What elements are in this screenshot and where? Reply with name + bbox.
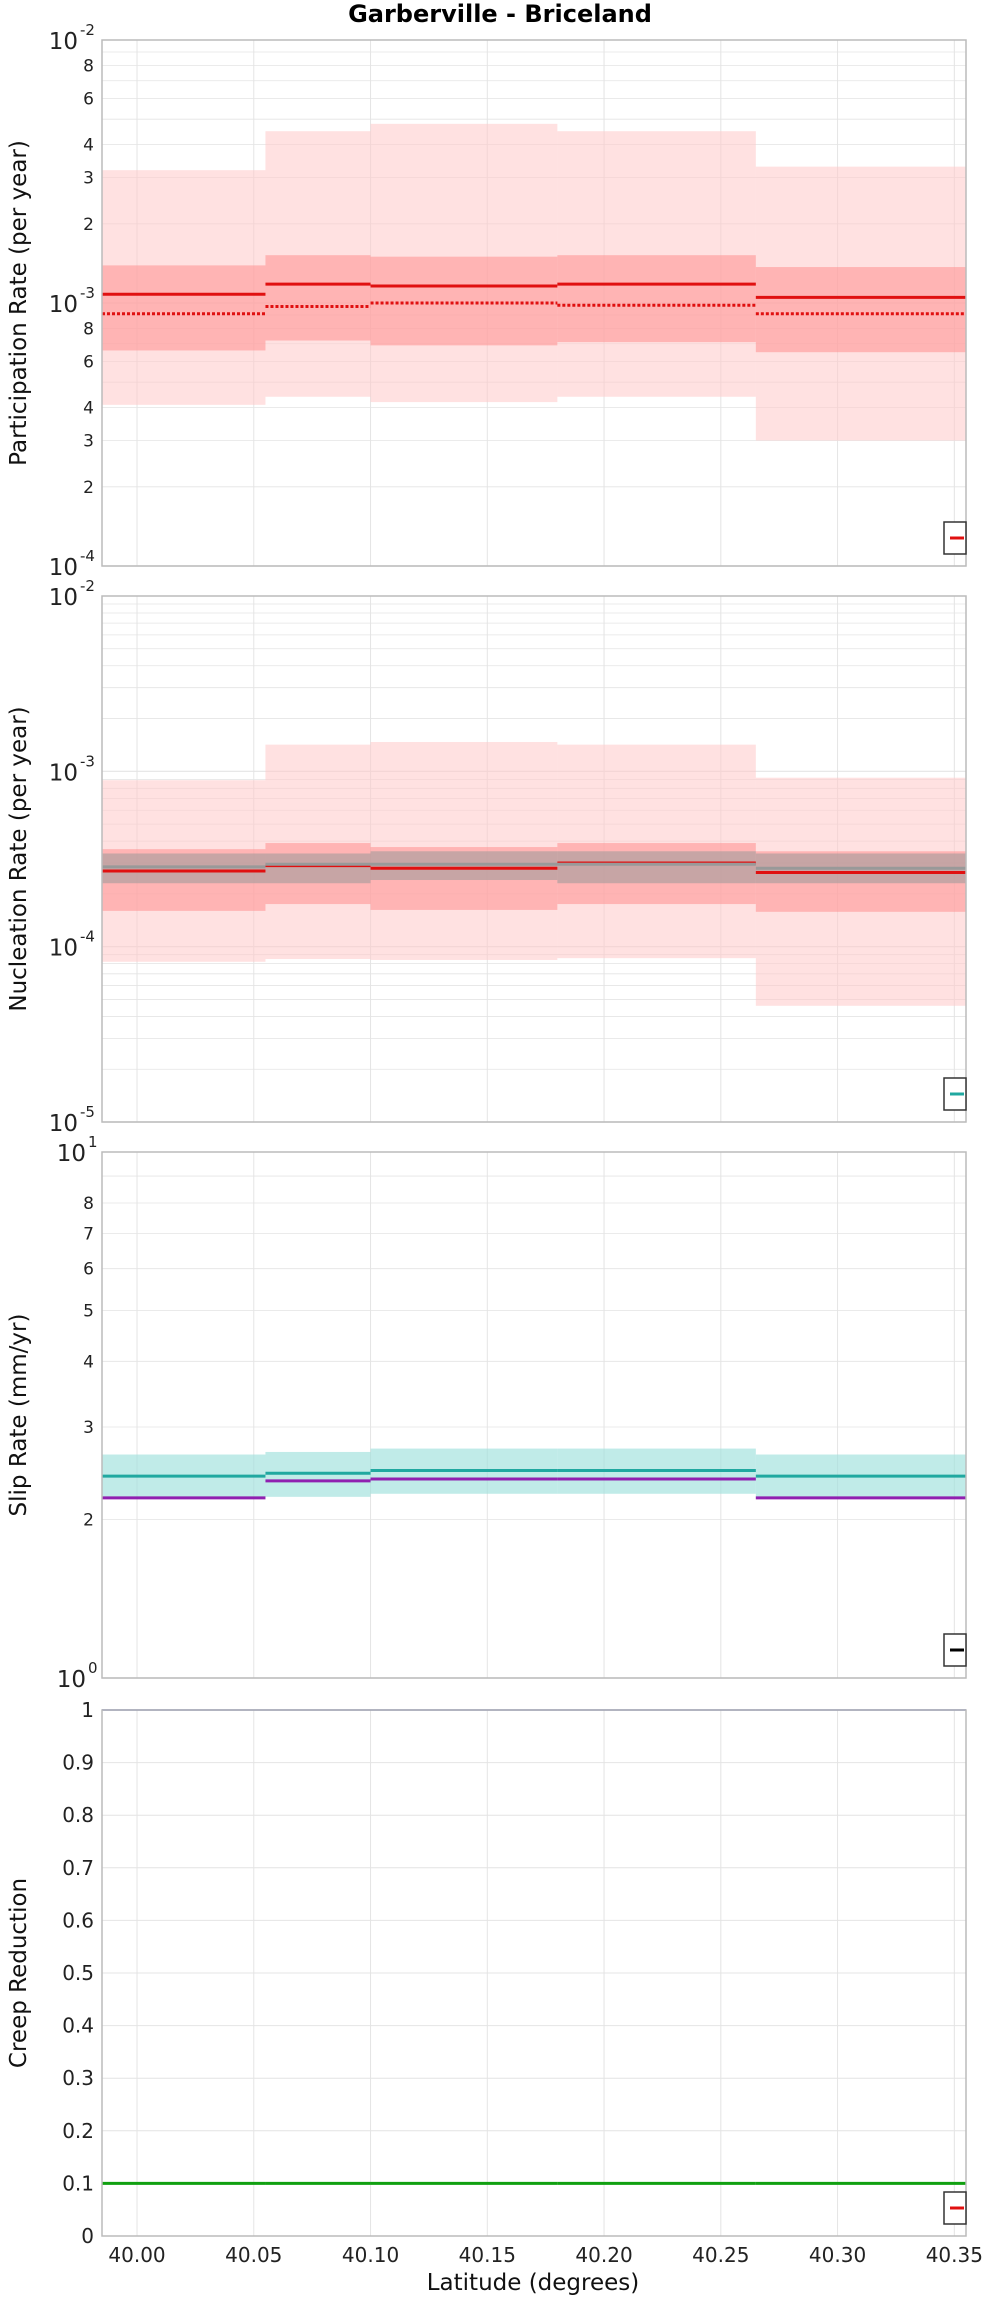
- nucleation-band-gray: [265, 853, 371, 884]
- participation-y-tick-label: 3: [83, 169, 94, 189]
- x-tick-label: 40.10: [342, 2243, 399, 2267]
- slip-frame: [101, 1151, 967, 1679]
- x-tick-label: 40.25: [692, 2243, 749, 2267]
- participation-band-inner: [265, 255, 371, 341]
- nucleation-y-tick-exponent: -4: [80, 928, 95, 946]
- nucleation-y-tick-exponent: -3: [80, 752, 95, 770]
- participation-y-axis-title: Participation Rate (per year): [6, 140, 32, 466]
- x-tick-label: 40.05: [225, 2243, 282, 2267]
- chart-title: Garberville - Briceland: [348, 0, 652, 28]
- creep-y-tick-label: 0.7: [62, 1856, 94, 1880]
- x-tick-label: 40.30: [809, 2243, 866, 2267]
- participation-y-tick-exponent: -4: [80, 547, 95, 565]
- x-axis-title: Latitude (degrees): [427, 2270, 640, 2296]
- x-tick-label: 40.35: [926, 2243, 983, 2267]
- x-tick-label: 40.15: [459, 2243, 516, 2267]
- nucleation-y-tick-label: 10: [49, 585, 78, 611]
- creep-y-axis-title: Creep Reduction: [6, 1878, 32, 2068]
- participation-y-tick-label: 10: [49, 555, 78, 581]
- creep-panel: 0 0.1 0.2 0.3 0.4 0.5 0.6 0.7 0.8 0.9 1 Creep Reduc…: [6, 1698, 983, 2267]
- slip-y-tick-label: 10: [57, 1667, 86, 1693]
- participation-y-tick-label: 4: [83, 136, 94, 156]
- nucleation-y-axis-title: Nucleation Rate (per year): [6, 706, 32, 1011]
- slip-y-tick-label: 7: [83, 1224, 94, 1244]
- creep-y-tick-label: 1: [81, 1698, 94, 1722]
- nucleation-y-tick-exponent: -5: [80, 1103, 95, 1121]
- participation-y-tick-label: 4: [83, 399, 94, 419]
- nucleation-band-gray: [557, 851, 756, 884]
- slip-y-axis-title: Slip Rate (mm/yr): [6, 1314, 32, 1517]
- x-tick-label: 40.00: [108, 2243, 165, 2267]
- creep-y-tick-label: 0.8: [62, 1803, 94, 1827]
- participation-y-tick-label: 6: [83, 352, 94, 372]
- slip-plot-area: [102, 1152, 966, 1678]
- creep-y-tick-label: 0: [81, 2224, 94, 2248]
- participation-y-tick-label: 3: [83, 432, 94, 452]
- participation-y-tick-label: 8: [83, 56, 94, 76]
- participation-y-tick-exponent: -3: [80, 284, 95, 302]
- nucleation-y-tick-label: 10: [49, 760, 78, 786]
- slip-y-tick-label: 8: [83, 1194, 94, 1214]
- creep-frame: [101, 1709, 967, 2237]
- slip-y-tick-label: 4: [83, 1352, 94, 1372]
- slip-y-tick-label: 10: [57, 1141, 86, 1167]
- slip-y-tick-label: 2: [83, 1511, 94, 1531]
- participation-frame: [101, 39, 967, 567]
- creep-y-tick-label: 0.6: [62, 1908, 94, 1932]
- nucleation-y-tick-exponent: -2: [80, 577, 95, 595]
- participation-y-tick-label: 2: [83, 215, 94, 235]
- slip-y-tick-label: 3: [83, 1418, 94, 1438]
- slip-y-tick-label: 5: [83, 1301, 94, 1321]
- x-tick-label: 40.20: [575, 2243, 632, 2267]
- participation-y-tick-label: 6: [83, 89, 94, 109]
- slip-y-tick-exponent: 0: [88, 1659, 98, 1677]
- creep-y-tick-label: 0.5: [62, 1961, 94, 1985]
- creep-y-tick-label: 0.2: [62, 2119, 94, 2143]
- participation-band-inner: [755, 267, 966, 353]
- creep-y-tick-label: 0.3: [62, 2066, 94, 2090]
- participation-y-tick-label: 8: [83, 319, 94, 339]
- participation-band-inner: [102, 265, 266, 351]
- nucleation-frame: [101, 595, 967, 1123]
- nucleation-y-tick-label: 10: [49, 936, 78, 962]
- slip-y-tick-exponent: 1: [88, 1133, 98, 1151]
- creep-y-tick-label: 0.4: [62, 2014, 94, 2038]
- nucleation-y-tick-label: 10: [49, 1111, 78, 1137]
- participation-y-tick-label: 2: [83, 478, 94, 498]
- slip-y-tick-label: 6: [83, 1260, 94, 1280]
- participation-y-tick-exponent: -2: [80, 21, 95, 39]
- participation-band-inner: [370, 256, 558, 346]
- creep-y-tick-label: 0.9: [62, 1751, 94, 1775]
- participation-y-tick-label: 10: [49, 29, 78, 55]
- participation-y-tick-label: 10: [49, 292, 78, 318]
- participation-band-inner: [557, 255, 756, 343]
- creep-y-tick-label: 0.1: [62, 2171, 94, 2195]
